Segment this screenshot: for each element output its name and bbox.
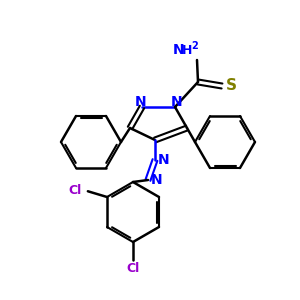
- Text: 2: 2: [192, 41, 198, 51]
- Text: N: N: [158, 153, 170, 167]
- Text: N: N: [173, 43, 185, 57]
- Text: Cl: Cl: [68, 184, 82, 197]
- Text: S: S: [226, 79, 236, 94]
- Text: Cl: Cl: [126, 262, 140, 275]
- Text: N: N: [171, 95, 183, 109]
- Text: N: N: [135, 95, 147, 109]
- Text: N: N: [151, 173, 163, 187]
- Text: H: H: [182, 44, 192, 56]
